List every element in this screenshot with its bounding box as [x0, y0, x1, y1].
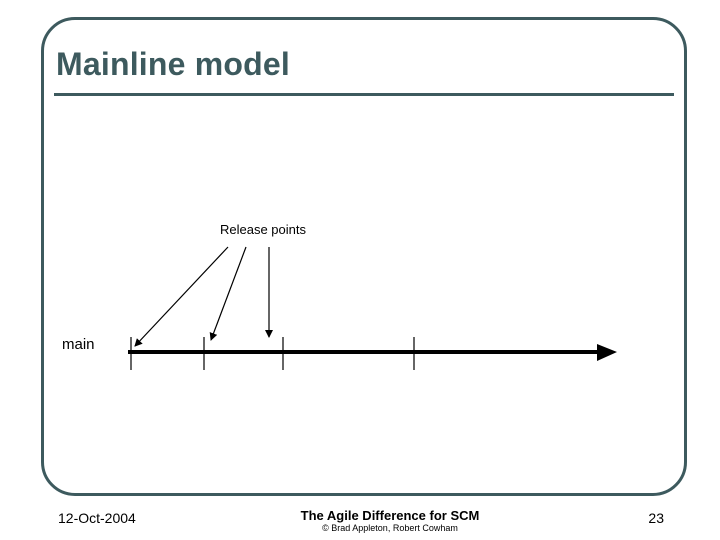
footer-date: 12-Oct-2004 [58, 510, 136, 526]
timeline-arrowhead [597, 344, 617, 361]
footer-copyright: © Brad Appleton, Robert Cowham [322, 523, 458, 533]
release-points-label: Release points [220, 222, 306, 237]
slide-frame [41, 17, 687, 496]
release-arrow-2 [209, 246, 247, 341]
title-underline [54, 93, 674, 96]
slide-title: Mainline model [56, 46, 290, 82]
release-arrow-1 [134, 246, 229, 347]
footer-presentation-title: The Agile Difference for SCM [300, 508, 480, 523]
page-number: 23 [648, 510, 664, 526]
main-branch-label: main [62, 336, 95, 353]
